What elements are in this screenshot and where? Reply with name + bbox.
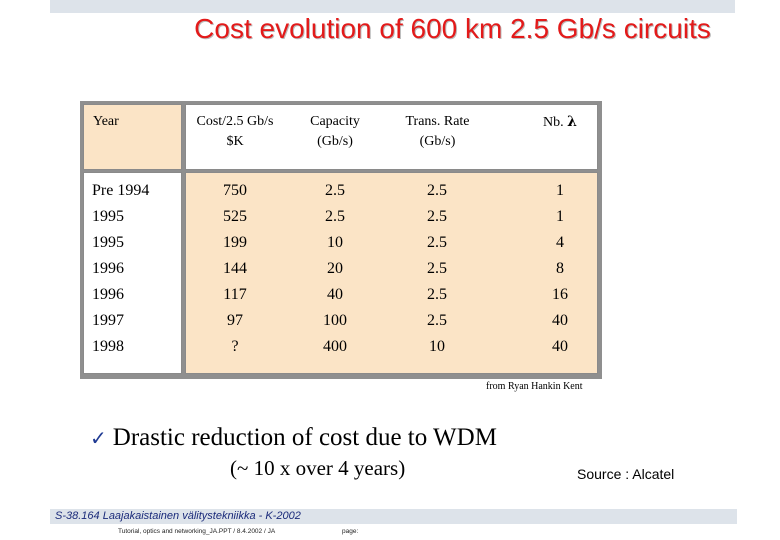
table-cell-nb: 1 [556,182,564,199]
table-cell-cost: 525 [223,208,247,225]
table-cell-capacity: 40 [327,286,343,303]
table-cell-year: Pre 1994 [92,182,150,199]
table-cell-capacity: 2.5 [325,182,345,199]
footer-page-label: page: [342,528,359,535]
header-year: Year [93,114,119,129]
table-cell-capacity: 400 [323,338,347,355]
top-decoration-bar [50,0,735,13]
header-cost-line1: Cost/2.5 Gb/s [196,114,274,129]
header-capacity-line2: (Gb/s) [317,134,353,149]
table-cell-rate: 2.5 [427,286,447,303]
table-cell-rate: 2.5 [427,260,447,277]
table-cell-nb: 16 [552,286,568,303]
slide-title: Cost evolution of 600 km 2.5 Gb/s circui… [194,13,711,44]
table-cell-year: 1996 [92,260,124,277]
column-cost: 750 525 199 144 117 97 ? [200,178,270,360]
footer-bar [50,509,737,524]
header-nb: Nb. [543,115,564,130]
table-cell-capacity: 10 [327,234,343,251]
table-cell-year: 1997 [92,312,124,329]
table-cell-cost: 117 [223,286,247,303]
footer-file-info: Tutorial, optics and networking_JA.PPT /… [118,528,276,535]
table-cell-capacity: 20 [327,260,343,277]
table-cell-rate: 2.5 [427,208,447,225]
header-capacity-line1: Capacity [310,114,360,129]
table-cell-nb: 4 [556,234,564,251]
source-note: Source : Alcatel [577,466,675,482]
table-cell-rate: 2.5 [427,312,447,329]
bullet-subtext: (~ 10 x over 4 years) [230,456,406,480]
table-cell-nb: 40 [552,312,568,329]
table-cell-cost: 144 [223,260,247,277]
column-trans-rate: 2.5 2.5 2.5 2.5 2.5 2.5 10 [402,178,472,360]
table-cell-rate: 2.5 [427,182,447,199]
header-capacity: Capacity (Gb/s) [290,112,380,152]
column-nb-lambda: 1 1 4 8 16 40 40 [530,178,590,360]
column-capacity: 2.5 2.5 10 20 40 100 400 [300,178,370,360]
header-cost: Cost/2.5 Gb/s $K [185,112,285,152]
header-rate-line1: Trans. Rate [405,114,470,129]
column-year: Pre 1994 1995 1995 1996 1996 1997 1998 [92,178,149,360]
table-cell-rate: 2.5 [427,234,447,251]
table-cell-cost: ? [231,338,239,355]
table-cell-capacity: 2.5 [325,208,345,225]
table-cell-cost: 750 [223,182,247,199]
table-cell-year: 1995 [92,208,124,225]
header-rate-line2: (Gb/s) [419,134,456,149]
table-cell-nb: 8 [556,260,564,277]
table-cell-year: 1995 [92,234,124,251]
header-trans-rate: Trans. Rate (Gb/s) [390,112,485,152]
year-body-panel [83,172,182,374]
table-cell-cost: 97 [227,312,243,329]
table-cell-year: 1998 [92,338,124,355]
bullet-point: ✓ Drastic reduction of cost due to WDM [90,424,497,452]
lambda-symbol: λ [567,114,577,130]
table-credit: from Ryan Hankin Kent [486,381,583,392]
check-mark-icon: ✓ [90,426,107,450]
table-cell-capacity: 100 [323,312,347,329]
header-cost-line2: $K [226,134,244,149]
table-cell-year: 1996 [92,286,124,303]
footer-course-title: S-38.164 Laajakaistainen välitystekniikk… [55,510,301,522]
header-nb-lambda: Nb. λ [525,112,595,133]
year-header-panel [83,104,182,170]
table-cell-cost: 199 [223,234,247,251]
header-panel [185,104,598,170]
table-cell-nb: 1 [556,208,564,225]
body-panel [185,172,598,374]
bullet-text: Drastic reduction of cost due to WDM [112,424,497,451]
table-cell-nb: 40 [552,338,568,355]
table-cell-rate: 10 [429,338,445,355]
